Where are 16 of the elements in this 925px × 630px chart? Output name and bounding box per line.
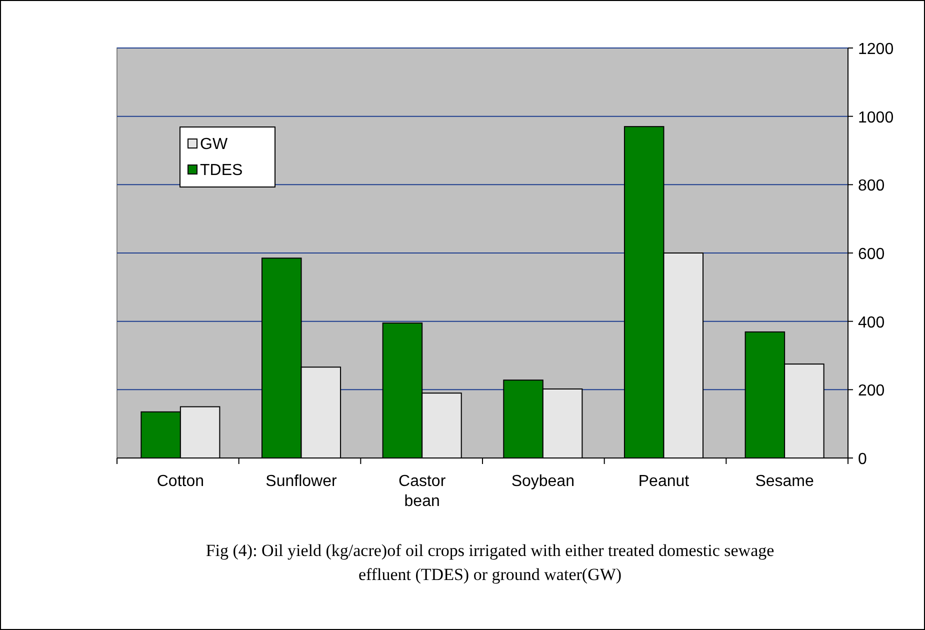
y-tick-label: 1200 — [858, 41, 894, 58]
text: Fig (4): Oil yield (kg/acre)of oil crops irrigated with either treated domestic sewage effluent (TDES) or ground water(GW) — [206, 541, 774, 584]
y-tick-label: 800 — [858, 178, 885, 195]
y-tick-label: 600 — [858, 246, 885, 263]
y-tick-label: 0 — [858, 451, 867, 468]
legend-label: GW — [200, 136, 228, 153]
x-tick-label: Castor bean — [398, 473, 446, 510]
y-tick-label: 400 — [858, 314, 885, 332]
legend-label: TDES — [200, 162, 243, 179]
x-tick-label: Peanut — [638, 473, 690, 490]
y-tick-label: 200 — [858, 382, 885, 400]
x-tick-label: Sunflower — [266, 473, 338, 490]
x-tick-label: Soybean — [511, 473, 574, 490]
x-tick-label: Cotton — [156, 473, 204, 490]
y-tick-label: 1000 — [858, 109, 894, 126]
x-tick-label: Sesame — [755, 473, 814, 490]
